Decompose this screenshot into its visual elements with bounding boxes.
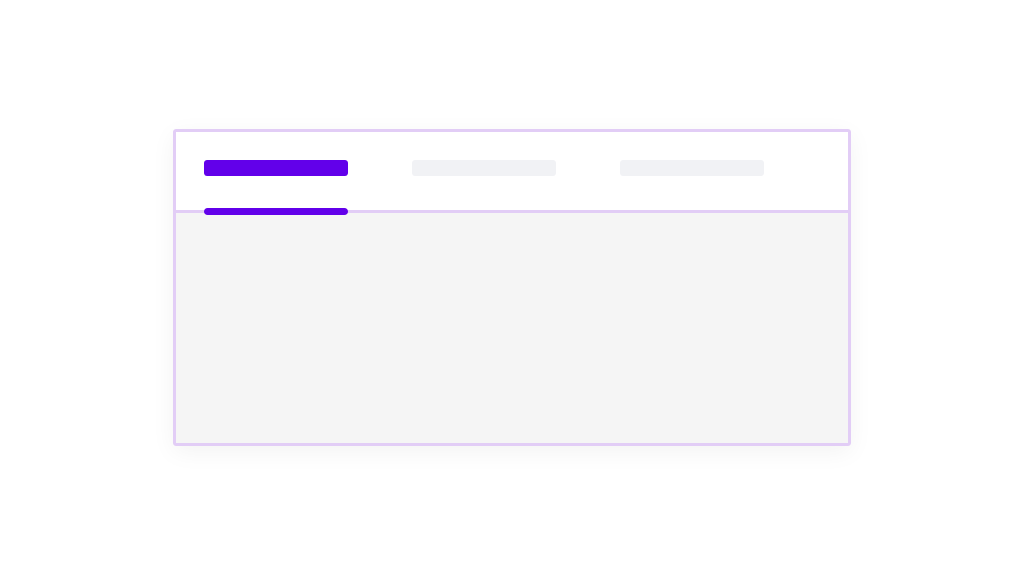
tab-active[interactable] <box>204 160 348 176</box>
tab[interactable] <box>620 160 764 176</box>
tab[interactable] <box>412 160 556 176</box>
tab-indicator <box>204 208 348 215</box>
tab-bar <box>176 132 848 213</box>
tab-panel <box>176 213 848 443</box>
tabs-card <box>173 129 851 446</box>
